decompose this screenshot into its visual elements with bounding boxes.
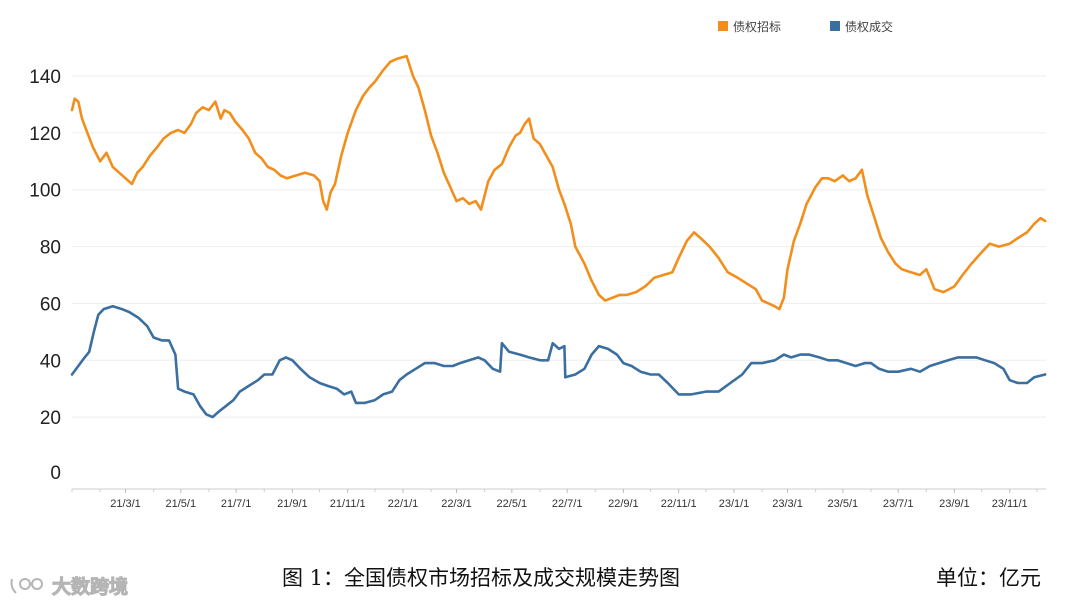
watermark: 大数跨境 bbox=[8, 572, 129, 599]
y-axis: 0 20 40 60 80 100 120 140 bbox=[29, 67, 61, 484]
x-tick-label: 23/3/1 bbox=[772, 498, 803, 510]
x-tick-label: 22/9/1 bbox=[608, 498, 639, 510]
legend-swatch bbox=[718, 21, 728, 31]
series-line-0 bbox=[70, 54, 1047, 311]
watermark-text: 大数跨境 bbox=[51, 576, 129, 599]
unit-label: 单位：亿元 bbox=[936, 566, 1041, 590]
y-tick-label: 20 bbox=[40, 408, 61, 429]
x-tick-label: 23/7/1 bbox=[883, 498, 914, 510]
y-tick-label: 40 bbox=[40, 351, 61, 372]
figure-caption: 图 1：全国债权市场招标及成交规模走势图 bbox=[282, 566, 681, 590]
legend-label: 债权招标 bbox=[733, 20, 781, 34]
x-tick-label: 21/5/1 bbox=[166, 498, 197, 510]
series-line-1 bbox=[70, 305, 1047, 419]
y-tick-label: 60 bbox=[40, 294, 61, 315]
x-tick-label: 23/5/1 bbox=[828, 498, 859, 510]
x-tick-label: 23/11/1 bbox=[992, 498, 1028, 510]
x-tick-label: 22/11/1 bbox=[661, 498, 697, 510]
legend: 债权招标 债权成交 bbox=[718, 19, 893, 34]
x-tick-label: 21/3/1 bbox=[110, 498, 141, 510]
y-tick-label: 120 bbox=[29, 124, 61, 145]
x-tick-label: 22/1/1 bbox=[388, 498, 419, 510]
y-tick-label: 80 bbox=[40, 238, 61, 259]
x-axis: 21/3/1 21/5/1 21/7/1 21/9/1 21/11/1 22/1/1 22/… bbox=[71, 488, 1046, 510]
series-lines bbox=[70, 54, 1047, 419]
x-tick-label: 23/1/1 bbox=[719, 498, 750, 510]
x-tick-label: 22/5/1 bbox=[497, 498, 528, 510]
watermark-logo-icon bbox=[10, 577, 43, 594]
grid-lines bbox=[72, 75, 1046, 418]
x-tick-label: 22/7/1 bbox=[552, 498, 583, 510]
x-tick-label: 21/9/1 bbox=[277, 498, 308, 510]
x-tick-label: 21/7/1 bbox=[221, 498, 252, 510]
x-tick-label: 21/11/1 bbox=[330, 498, 366, 510]
legend-swatch bbox=[830, 21, 840, 31]
x-tick-label: 23/9/1 bbox=[939, 498, 970, 510]
y-tick-label: 0 bbox=[50, 463, 61, 484]
legend-label: 债权成交 bbox=[845, 19, 893, 34]
y-tick-label: 100 bbox=[29, 181, 61, 202]
y-tick-label: 140 bbox=[29, 67, 61, 88]
x-tick-label: 22/3/1 bbox=[441, 498, 472, 510]
